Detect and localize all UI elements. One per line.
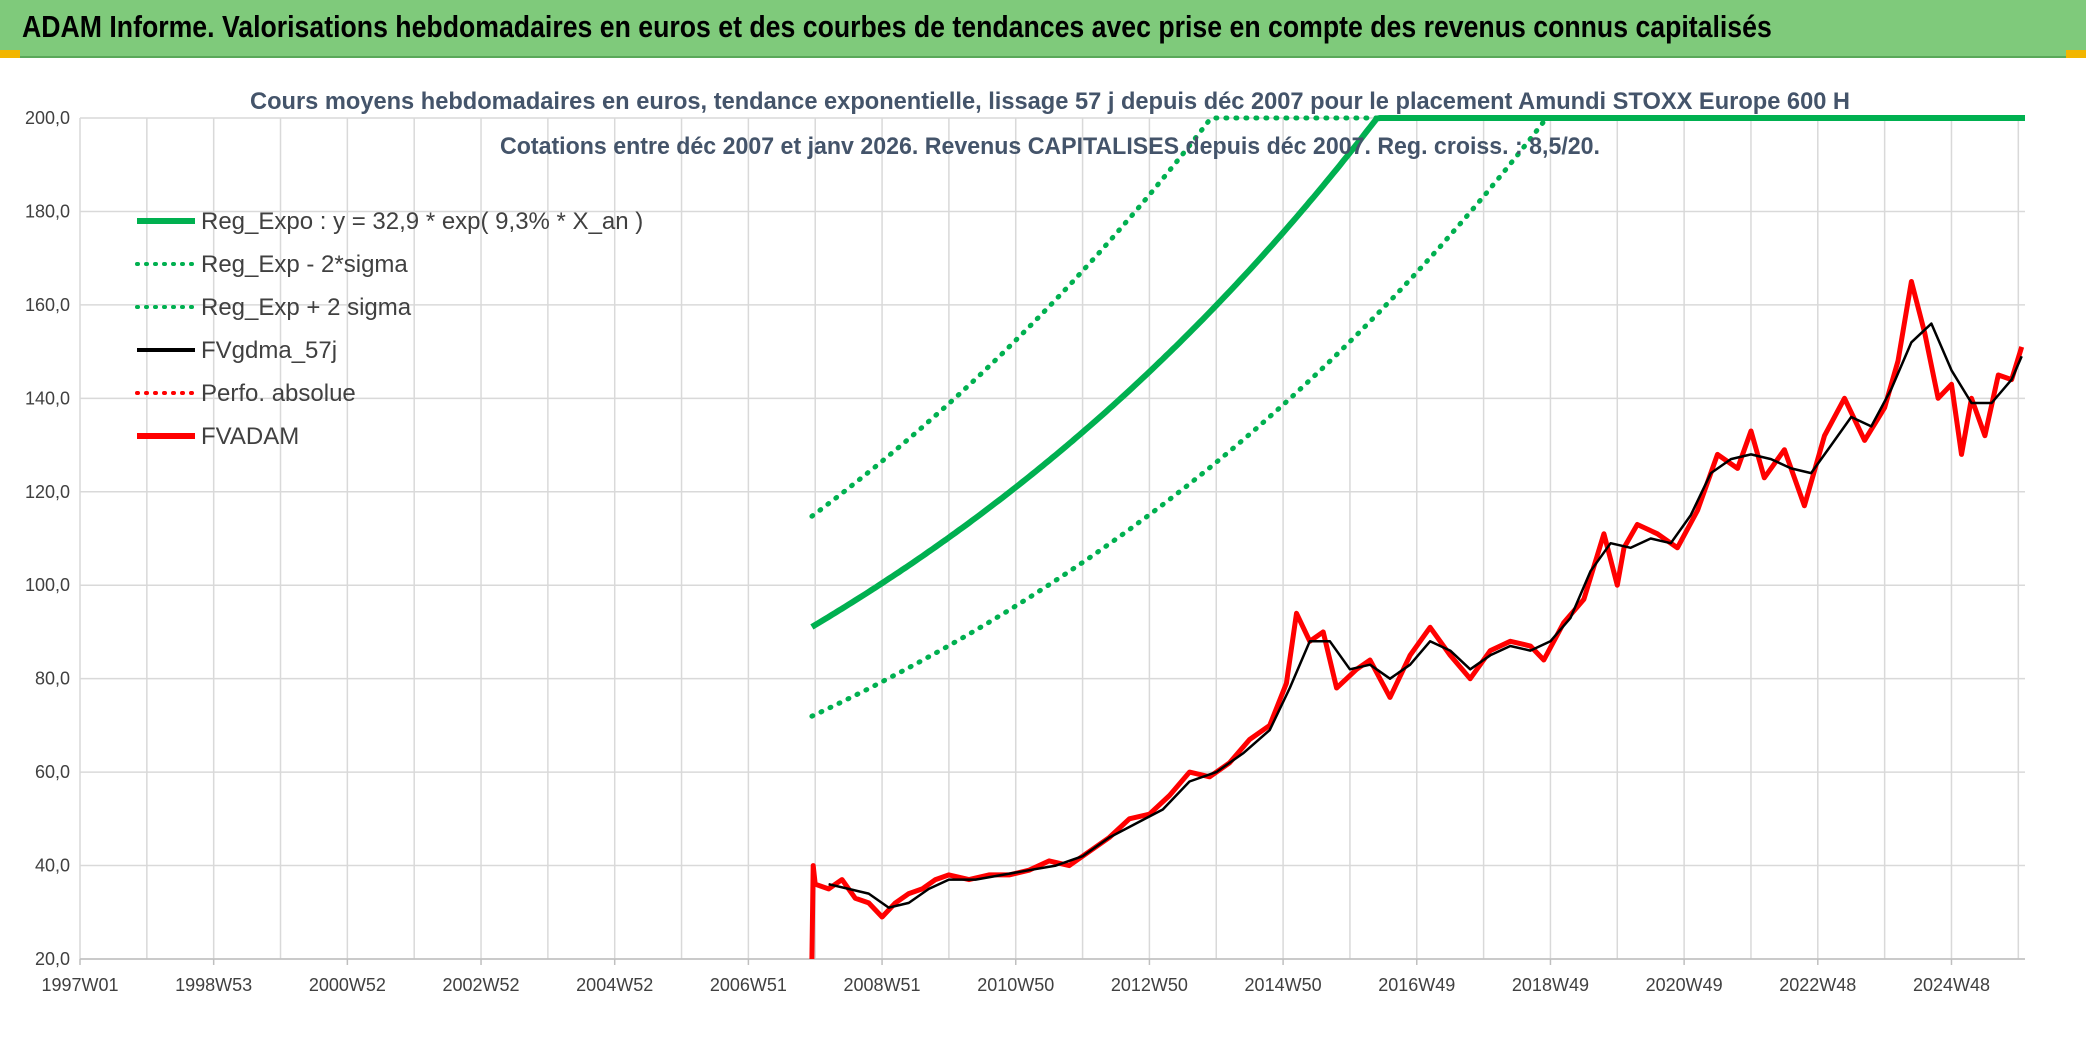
y-tick-label: 20,0 [35, 949, 70, 969]
corner-marker-left [0, 50, 20, 58]
x-tick-label: 2018W49 [1512, 975, 1589, 995]
y-tick-label: 40,0 [35, 856, 70, 876]
x-tick-label: 2024W48 [1913, 975, 1990, 995]
y-tick-label: 100,0 [25, 575, 70, 595]
x-tick-label: 2022W48 [1779, 975, 1856, 995]
y-tick-label: 140,0 [25, 388, 70, 408]
legend-label: Perfo. absolue [201, 380, 356, 407]
x-tick-label: 2020W49 [1646, 975, 1723, 995]
y-tick-label: 80,0 [35, 669, 70, 689]
y-tick-label: 180,0 [25, 201, 70, 221]
reg-exp-plus-2sigma-line [809, 115, 2028, 519]
chart-legend: Reg_Expo : y = 32,9 * exp( 9,3% * X_an )… [135, 208, 643, 450]
chart-titles: Cours moyens hebdomadaires en euros, ten… [250, 88, 1850, 160]
x-tick-label: 2000W52 [309, 975, 386, 995]
x-tick-label: 2006W51 [710, 975, 787, 995]
x-tick-label: 2012W50 [1111, 975, 1188, 995]
legend-label: FVADAM [201, 423, 299, 450]
fvadam-line [809, 279, 2025, 960]
fvgdma-57j-line [828, 322, 2023, 909]
reg-exp-minus-2sigma-line [809, 115, 2028, 719]
chart-title: Cours moyens hebdomadaires en euros, ten… [250, 88, 1850, 115]
corner-marker-right [2066, 50, 2086, 58]
y-tick-label: 200,0 [25, 108, 70, 128]
x-tick-label: 1997W01 [41, 975, 118, 995]
y-tick-label: 120,0 [25, 482, 70, 502]
report-title: ADAM Informe. Valorisations hebdomadaire… [22, 9, 1772, 44]
x-tick-label: 2002W52 [442, 975, 519, 995]
x-tick-label: 2016W49 [1378, 975, 1455, 995]
y-tick-label: 60,0 [35, 762, 70, 782]
x-tick-label: 1998W53 [175, 975, 252, 995]
x-tick-label: 2014W50 [1245, 975, 1322, 995]
chart-grid [79, 117, 2025, 960]
chart-area: 200,0 180,0 160,0 140,0 120,0 100,0 80,0 60,0 40… [25, 88, 2028, 995]
chart-series [809, 115, 2028, 960]
x-tick-label: 2004W52 [576, 975, 653, 995]
legend-label: Reg_Expo : y = 32,9 * exp( 9,3% * X_an ) [201, 208, 643, 235]
legend-label: Reg_Exp + 2 sigma [201, 294, 412, 321]
x-tick-label: 2008W51 [844, 975, 921, 995]
x-tick-label: 2010W50 [977, 975, 1054, 995]
chart-subtitle: Cotations entre déc 2007 et janv 2026. R… [500, 133, 1600, 160]
legend-label: FVgdma_57j [201, 337, 337, 364]
legend-label: Reg_Exp - 2*sigma [201, 251, 408, 278]
reg-expo-line [810, 115, 2025, 630]
y-tick-label: 160,0 [25, 295, 70, 315]
chart-axes: 200,0 180,0 160,0 140,0 120,0 100,0 80,0 60,0 40… [25, 108, 2025, 995]
report-header: ADAM Informe. Valorisations hebdomadaire… [0, 0, 2086, 58]
